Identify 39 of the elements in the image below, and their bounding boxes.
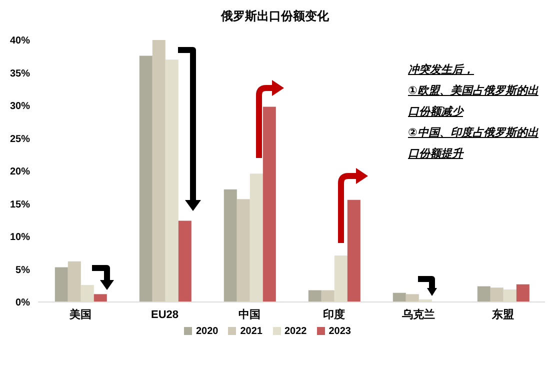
bar bbox=[250, 174, 263, 302]
y-tick-label: 5% bbox=[16, 264, 30, 276]
bar bbox=[54, 267, 68, 302]
bar bbox=[334, 255, 348, 302]
bar bbox=[503, 290, 516, 302]
x-tick-label: 东盟 bbox=[490, 308, 514, 321]
legend-label: 2023 bbox=[328, 326, 351, 337]
y-tick-label: 10% bbox=[10, 232, 30, 244]
x-tick-label: 中国 bbox=[238, 308, 260, 321]
x-tick-label: 乌克兰 bbox=[400, 308, 435, 321]
bar bbox=[516, 284, 530, 302]
y-tick-label: 40% bbox=[10, 36, 30, 47]
bar bbox=[308, 290, 322, 302]
bar bbox=[477, 286, 490, 302]
legend-label: 2021 bbox=[240, 326, 262, 337]
x-tick-label: EU28 bbox=[150, 308, 179, 321]
bar bbox=[139, 56, 152, 302]
bar bbox=[94, 294, 107, 302]
bar bbox=[152, 40, 166, 302]
y-tick-label: 0% bbox=[16, 298, 30, 309]
bar bbox=[406, 294, 419, 302]
y-tick-label: 35% bbox=[10, 68, 30, 80]
bar bbox=[68, 261, 81, 302]
bar bbox=[236, 199, 250, 302]
bar bbox=[224, 189, 237, 302]
y-tick-label: 15% bbox=[10, 199, 30, 210]
legend-label: 2020 bbox=[196, 326, 218, 337]
bar bbox=[392, 292, 406, 302]
bar bbox=[178, 220, 192, 302]
x-tick-label: 印度 bbox=[322, 308, 345, 321]
y-tick-label: 20% bbox=[10, 166, 30, 178]
bar bbox=[490, 288, 504, 302]
bar bbox=[321, 290, 334, 302]
x-tick-label: 美国 bbox=[68, 308, 92, 321]
chart-title: 俄罗斯出口份额变化 bbox=[220, 8, 330, 25]
y-tick-label: 30% bbox=[10, 101, 30, 112]
bar bbox=[80, 284, 94, 302]
y-tick-label: 25% bbox=[10, 134, 30, 145]
legend-label: 2022 bbox=[284, 326, 307, 337]
